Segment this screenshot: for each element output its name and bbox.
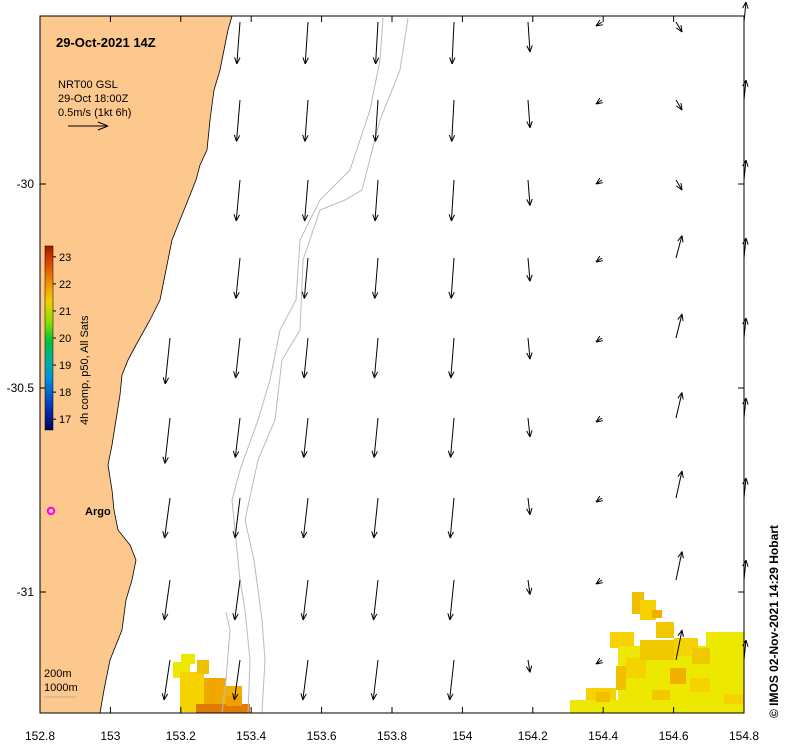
x-tick-label: 153.2	[166, 729, 196, 743]
scale-arrow-icon	[68, 121, 109, 131]
sst-patch-right	[570, 592, 744, 713]
x-tick-label: 154.8	[729, 729, 759, 743]
x-tick-label: 152.8	[25, 729, 55, 743]
y-tick-label: -30	[17, 177, 35, 191]
x-tick-label: 153.6	[307, 729, 337, 743]
argo-float-marker	[46, 506, 56, 516]
model-info-line2: 29-Oct 18:00Z	[58, 93, 129, 105]
x-tick-label: 153	[100, 729, 120, 743]
x-tick-label: 153.4	[236, 729, 266, 743]
y-tick-label: -31	[17, 585, 35, 599]
contour-label-200m: 200m	[44, 668, 72, 680]
colorbar-tick-label: 23	[59, 252, 71, 264]
bathymetry-contours	[221, 17, 409, 714]
x-tick-label: 154.4	[588, 729, 618, 743]
x-tick-label: 154	[452, 729, 472, 743]
contour-200m	[231, 17, 384, 714]
model-info-line1: NRT00 GSL	[58, 79, 118, 91]
colorbar-tick-label: 17	[59, 414, 71, 426]
x-tick-label: 154.2	[518, 729, 548, 743]
y-tick-label: -30.5	[7, 381, 35, 395]
colorbar-ticks: 23 22 21 20 19 18 17	[53, 252, 71, 426]
x-tick-label: 154.6	[659, 729, 689, 743]
colorbar-label: 4h comp, p50, All Sats	[79, 315, 91, 425]
colorbar-tick-label: 19	[59, 360, 71, 372]
colorbar-tick-label: 21	[59, 306, 71, 318]
colorbar-tick-label: 20	[59, 333, 71, 345]
land-coastline	[39, 15, 233, 714]
colorbar-tick-label: 18	[59, 387, 71, 399]
x-axis: 152.8 153 153.2 153.4 153.6 153.8 154 154.2 154.…	[25, 16, 759, 743]
model-info-line3: 0.5m/s (1kt 6h)	[58, 107, 131, 119]
contour-1000m	[244, 17, 409, 714]
colorbar	[44, 245, 54, 431]
colorbar-tick-label: 22	[59, 279, 71, 291]
contour-label-1000m: 1000m	[44, 682, 78, 694]
credit-text: © IMOS 02-Nov-2021 14:29 Hobart	[767, 525, 781, 718]
argo-label: Argo	[85, 506, 111, 518]
x-tick-label: 153.8	[377, 729, 407, 743]
map-title: 29-Oct-2021 14Z	[56, 35, 156, 50]
